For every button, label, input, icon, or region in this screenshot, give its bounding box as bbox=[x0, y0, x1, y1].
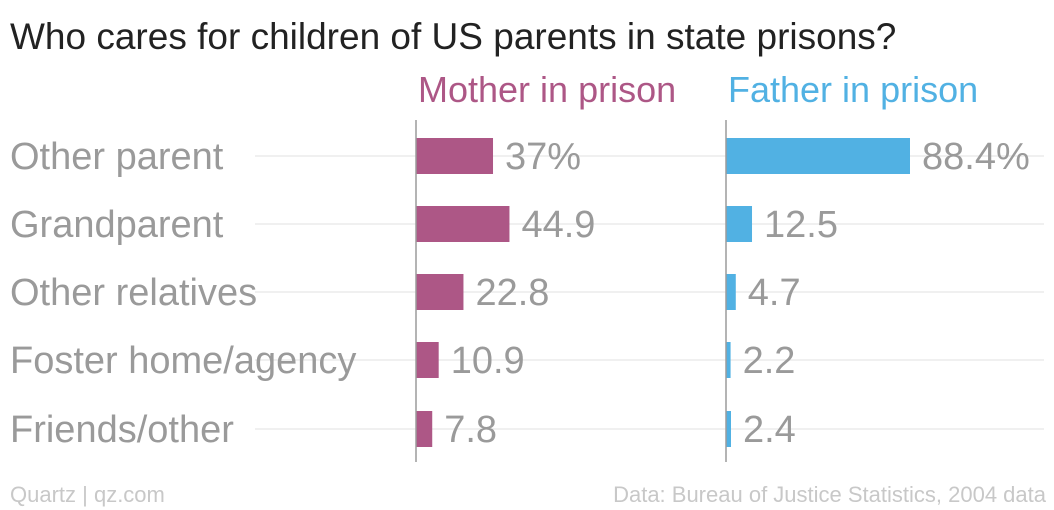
category-label: Foster home/agency bbox=[10, 340, 356, 382]
value-label: 12.5 bbox=[764, 204, 838, 246]
panel-title: Mother in prison bbox=[418, 69, 676, 110]
bar bbox=[726, 274, 736, 310]
value-label: 4.7 bbox=[748, 272, 801, 314]
bar bbox=[416, 411, 433, 447]
axes bbox=[415, 120, 727, 462]
bar bbox=[416, 342, 439, 378]
category-label: Other relatives bbox=[10, 272, 257, 314]
value-label: 37% bbox=[505, 136, 581, 178]
value-label: 2.2 bbox=[743, 340, 796, 382]
value-label: 7.8 bbox=[444, 409, 497, 451]
value-label: 44.9 bbox=[521, 204, 595, 246]
value-label: 88.4% bbox=[922, 136, 1030, 178]
bar bbox=[726, 138, 910, 174]
bar bbox=[416, 274, 464, 310]
bar bbox=[416, 138, 494, 174]
category-label: Grandparent bbox=[10, 204, 224, 246]
value-label: 22.8 bbox=[475, 272, 549, 314]
category-label: Other parent bbox=[10, 136, 224, 178]
bar bbox=[416, 206, 510, 242]
bars bbox=[416, 138, 910, 447]
value-label: 2.4 bbox=[743, 409, 796, 451]
value-label: 10.9 bbox=[451, 340, 525, 382]
bar bbox=[726, 411, 731, 447]
gridlines bbox=[255, 155, 1044, 430]
panel-title: Father in prison bbox=[728, 69, 978, 110]
data-source-note: Data: Bureau of Justice Statistics, 2004… bbox=[613, 482, 1047, 507]
labels: Other parent Grandparent Other relatives Fo… bbox=[10, 69, 1030, 451]
bar bbox=[726, 206, 753, 242]
bar bbox=[726, 342, 731, 378]
source-credit: Quartz | qz.com bbox=[10, 482, 165, 507]
chart-title: Who cares for children of US parents in … bbox=[10, 16, 896, 57]
category-label: Friends/other bbox=[10, 409, 234, 451]
